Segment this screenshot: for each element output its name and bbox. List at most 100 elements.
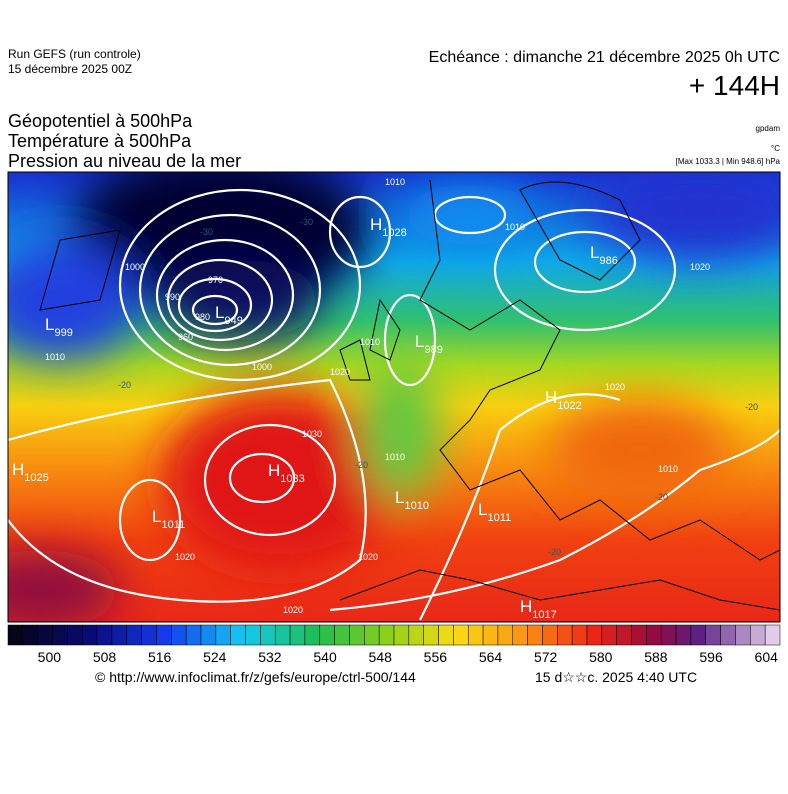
center-value: 949 [224, 315, 242, 327]
isobar-label: 990 [165, 292, 180, 302]
isobar-label: 1020 [690, 262, 710, 272]
run: Run GEFS (run controle) [8, 47, 141, 61]
color-swatch [631, 624, 647, 646]
color-swatch [646, 624, 662, 646]
color-swatch [289, 624, 306, 646]
pressure-center: L989 [415, 332, 443, 356]
pressure-center: H1033 [268, 461, 305, 485]
isobar-label: 1030 [302, 429, 322, 439]
pressure-center: L1011 [478, 500, 511, 524]
colorbar-label: 572 [534, 649, 558, 665]
center-value: 1028 [382, 227, 406, 239]
colorbar-label: 540 [313, 649, 337, 665]
color-swatch [497, 624, 514, 646]
color-swatch [22, 624, 38, 646]
color-swatch [37, 624, 53, 646]
center-type: L [45, 315, 54, 334]
center-value: 1011 [487, 512, 511, 524]
isobar-label: 1020 [175, 552, 195, 562]
center-type: L [590, 243, 599, 262]
color-swatch [215, 624, 231, 646]
isobar-label: 1020 [283, 605, 303, 615]
colorbar-label: 588 [644, 649, 668, 665]
colorbar-label: 564 [479, 649, 503, 665]
color-swatch [601, 624, 617, 646]
color-swatch [364, 624, 380, 646]
color-swatch [675, 624, 692, 646]
center-type: H [268, 461, 280, 480]
color-swatch [393, 624, 410, 646]
color-swatch [81, 624, 98, 646]
center-type: L [478, 500, 487, 519]
color-swatch [482, 624, 499, 646]
color-swatch [304, 624, 321, 646]
isobar-label: 1010 [385, 452, 405, 462]
isobar-label: 1020 [605, 382, 625, 392]
center-type: L [215, 303, 224, 322]
temperature-label: -30 [200, 227, 213, 237]
color-swatch [260, 624, 276, 646]
color-swatch [408, 624, 424, 646]
generated-time: 15 d☆☆c. 2025 4:40 UTC [535, 669, 697, 685]
center-type: H [545, 388, 557, 407]
pressure-center: H1017 [520, 597, 557, 621]
isobar-label: 1000 [125, 262, 145, 272]
isobar-label: 970 [208, 275, 223, 285]
color-swatch [586, 624, 603, 646]
temperature-label: -20 [745, 402, 758, 412]
temperature-label: -30 [300, 217, 313, 227]
color-swatch [200, 624, 217, 646]
center-value: 1017 [532, 609, 556, 621]
color-swatch [750, 624, 766, 646]
isobar-label: 1020 [330, 367, 350, 377]
color-swatch [720, 624, 736, 646]
layer: Pression au niveau de la mer [8, 151, 241, 171]
isobar-label: 1010 [658, 464, 678, 474]
pressure-center: L1011 [152, 507, 185, 531]
color-swatch [126, 624, 142, 646]
color-swatch [7, 624, 24, 646]
center-type: L [395, 488, 404, 507]
center-type: H [12, 460, 24, 479]
source-url: © http://www.infoclimat.fr/z/gefs/europe… [95, 669, 416, 685]
pressure-center: L1010 [395, 488, 429, 512]
color-swatch [185, 624, 202, 646]
isobars [8, 188, 780, 621]
isobar-label: 1000 [252, 362, 272, 372]
colorbar-label: 596 [699, 649, 723, 665]
color-swatch [349, 624, 365, 646]
temperature-label: -20 [118, 380, 131, 390]
color-swatch [96, 624, 113, 646]
center-value: 986 [599, 255, 617, 267]
isobar-label: 1010 [505, 222, 525, 232]
color-swatch [378, 624, 395, 646]
unit: [Max 1033.3 | Min 948.6] hPa [676, 157, 781, 166]
colorbar-label: 548 [369, 649, 393, 665]
center-value: 1010 [404, 500, 428, 512]
colorbar-label: 532 [258, 649, 282, 665]
colorbar-label: 500 [38, 649, 62, 665]
center-value: 989 [424, 344, 442, 356]
color-swatch [274, 624, 291, 646]
color-swatch [52, 624, 68, 646]
color-swatch [438, 624, 454, 646]
isobar-label: 1010 [360, 337, 380, 347]
color-swatch [423, 624, 439, 646]
colorbar-label: 516 [148, 649, 172, 665]
center-value: 1033 [280, 473, 304, 485]
color-swatch [764, 624, 781, 646]
colorbar-label: 580 [589, 649, 613, 665]
layer: Température à 500hPa [8, 131, 192, 151]
isobar-label: 1020 [358, 552, 378, 562]
echeance: Echéance : dimanche 21 décembre 2025 0h … [429, 49, 780, 66]
center-value: 1025 [24, 472, 48, 484]
color-swatch [571, 624, 588, 646]
run-date: 15 décembre 2025 00Z [8, 62, 132, 76]
unit: °C [771, 144, 780, 153]
isobar-label: 980 [195, 312, 210, 322]
center-type: L [152, 507, 161, 526]
